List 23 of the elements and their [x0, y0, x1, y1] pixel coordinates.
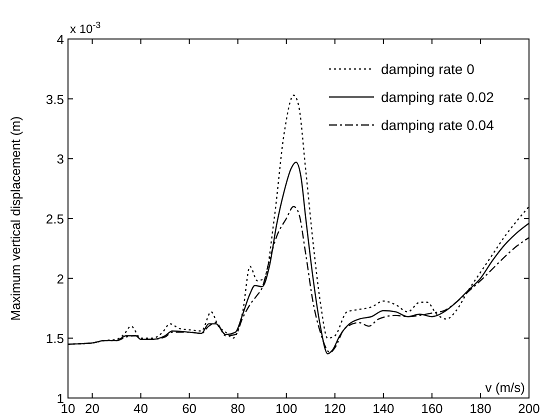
y-tick-label: 3.5: [46, 92, 64, 107]
y-tick-label: 2: [56, 271, 64, 286]
text: x 10$^{-3}$: [70, 20, 101, 36]
x-tick-label: 140: [372, 401, 394, 416]
x-tick-label: 40: [134, 401, 148, 416]
x-tick-label: 20: [85, 401, 100, 416]
legend-label: damping rate 0.02: [381, 89, 494, 105]
y-tick-label: 4: [56, 32, 64, 47]
x-tick-label: 180: [470, 401, 492, 416]
legend-label: damping rate 0: [381, 61, 475, 77]
x-axis-title: v (m/s): [485, 380, 525, 395]
x-tick-label: 100: [276, 401, 298, 416]
legend-label: damping rate 0.04: [381, 117, 494, 133]
x-tick-label: 60: [182, 401, 197, 416]
y-axis-title: Maximum vertical displacement (m): [8, 116, 23, 321]
x-tick-label: 160: [421, 401, 443, 416]
x-tick-label: 120: [324, 401, 346, 416]
x-tick-label: 200: [518, 401, 540, 416]
y-tick-label: 1.5: [46, 331, 64, 346]
y-tick-label: 1: [56, 391, 64, 406]
x-tick-label: 80: [230, 401, 246, 416]
y-tick-label: 2.5: [46, 212, 64, 226]
y-tick-label: 3: [56, 152, 64, 167]
